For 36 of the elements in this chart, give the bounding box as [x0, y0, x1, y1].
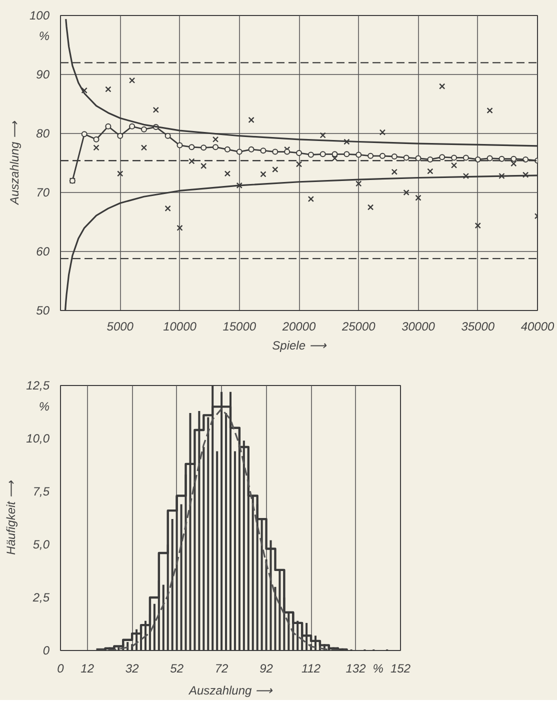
- y-axis-title: Häufigkeit ⟶: [4, 480, 18, 555]
- x-tick-label: 52: [170, 662, 184, 676]
- x-tick-label: 10000: [163, 320, 197, 334]
- y-tick-label: 100: [29, 8, 50, 22]
- x-tick-label: 40000: [520, 320, 555, 334]
- y-tick-label: 12,5: [26, 378, 50, 392]
- x-axis-title: Auszahlung ⟶: [188, 684, 274, 698]
- x-tick-label: 5000: [106, 320, 134, 334]
- y-tick-label: 60: [36, 244, 50, 258]
- y-tick-label: 7,5: [32, 484, 50, 498]
- y-tick-label: 2,5: [32, 590, 50, 604]
- y-tick-label: 0: [42, 644, 50, 658]
- x-tick-label: %: [372, 662, 384, 676]
- x-tick-label: 25000: [340, 320, 376, 334]
- y-tick-label: 80: [36, 126, 50, 140]
- y-tick-label: 10,0: [26, 432, 50, 446]
- x-tick-label: 112: [301, 662, 321, 676]
- y-tick-label: 70: [36, 186, 50, 200]
- x-tick-label: 0: [57, 662, 64, 676]
- x-tick-label: 152: [390, 662, 411, 676]
- y-tick-label: %: [38, 29, 50, 44]
- y-tick-label: 90: [36, 68, 50, 82]
- x-tick-label: 132: [346, 662, 366, 676]
- x-tick-label: 35000: [461, 320, 495, 334]
- y-tick-label: 50: [36, 304, 50, 318]
- x-tick-label: 15000: [222, 320, 256, 334]
- y-tick-label: %: [38, 400, 50, 414]
- x-axis-title: Spiele ⟶: [272, 338, 327, 352]
- x-tick-label: 12: [80, 662, 94, 676]
- x-tick-label: 72: [214, 662, 229, 676]
- y-axis-title: Auszahlung ⟶: [7, 120, 22, 206]
- y-tick-label: 5,0: [32, 538, 50, 552]
- x-tick-label: 92: [260, 662, 274, 676]
- x-tick-label: 30000: [402, 320, 436, 334]
- x-tick-label: 20000: [281, 320, 316, 334]
- x-tick-label: 32: [125, 662, 140, 676]
